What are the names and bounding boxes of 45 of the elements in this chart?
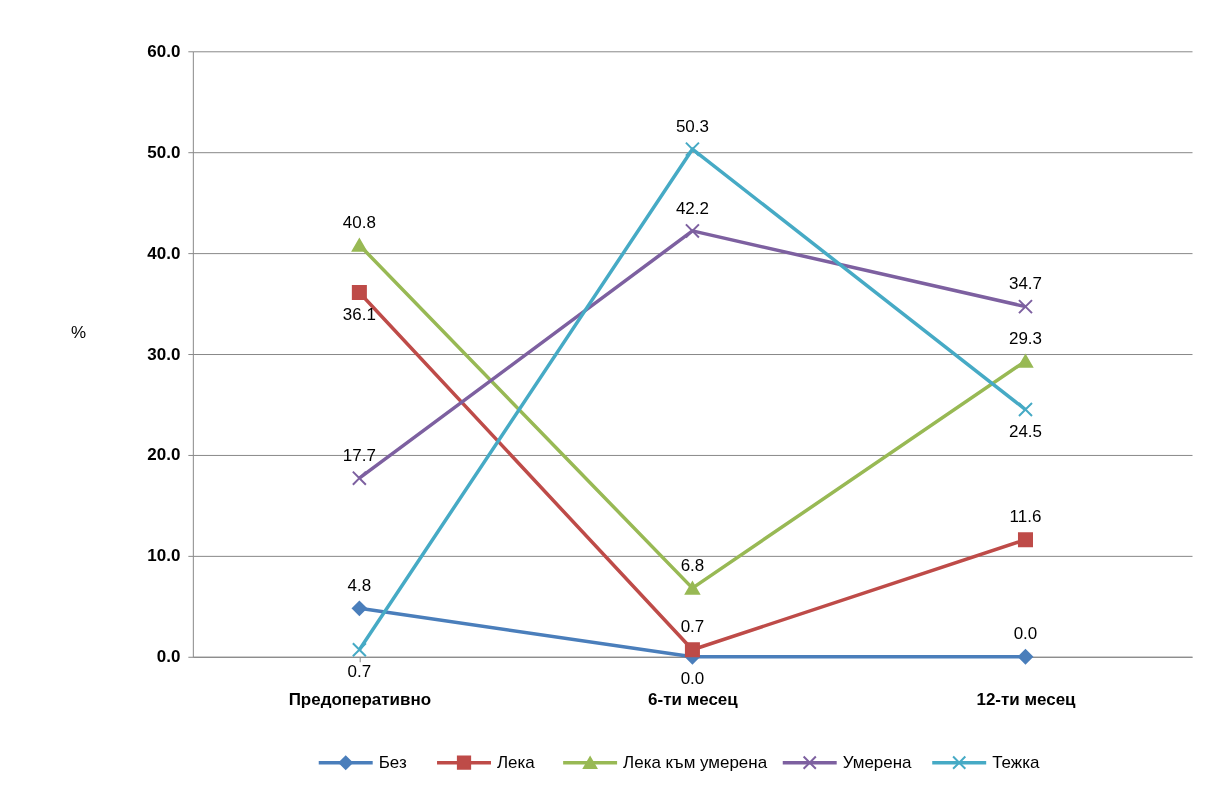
y-tick-label: 20.0	[147, 445, 181, 465]
data-label: 34.7	[1008, 274, 1042, 294]
data-label: 0.0	[1013, 624, 1038, 644]
point	[1017, 402, 1033, 418]
legend-label: Тежка	[992, 752, 1040, 772]
x-tick-label: Предоперативно	[288, 690, 432, 710]
data-label: 6.8	[680, 555, 705, 575]
point	[351, 284, 367, 300]
data-label: 24.5	[1008, 421, 1042, 441]
legend-label: Лека	[496, 752, 536, 772]
y-tick-label: 0.0	[156, 647, 181, 667]
point	[351, 470, 367, 486]
point	[1017, 532, 1033, 548]
y-tick-label: 50.0	[147, 142, 181, 162]
data-label: 29.3	[1008, 328, 1042, 348]
point	[351, 642, 367, 658]
x-tick-label: 6-ти месец	[648, 690, 739, 710]
point	[1017, 299, 1033, 315]
data-label: 17.7	[342, 445, 376, 465]
y-axis-title: %	[70, 322, 86, 342]
y-tick-label: 40.0	[147, 243, 181, 263]
y-tick-label: 10.0	[147, 546, 181, 566]
data-label: 4.8	[347, 575, 372, 595]
point	[1017, 354, 1033, 368]
point	[684, 642, 700, 658]
data-label: 40.8	[342, 212, 376, 232]
data-label: 42.2	[675, 198, 709, 218]
data-label: 0.7	[347, 662, 372, 682]
data-label: 11.6	[1009, 507, 1042, 527]
data-label: 50.3	[675, 116, 709, 136]
point	[351, 238, 367, 252]
legend-label: Умерена	[842, 752, 913, 772]
y-tick-label: 30.0	[147, 344, 181, 364]
point	[351, 600, 367, 616]
point	[1017, 649, 1033, 665]
legend-label: Лека към умерена	[623, 752, 768, 772]
y-tick-label: 60.0	[147, 41, 181, 61]
data-label: 0.7	[680, 617, 705, 637]
point	[684, 581, 700, 595]
data-label: 0.0	[680, 669, 705, 689]
point	[684, 141, 700, 157]
data-label: 36.1	[342, 304, 376, 324]
point	[684, 223, 700, 239]
x-tick-label: 12-ти месец	[976, 690, 1077, 710]
legend-label: Без	[378, 752, 407, 772]
